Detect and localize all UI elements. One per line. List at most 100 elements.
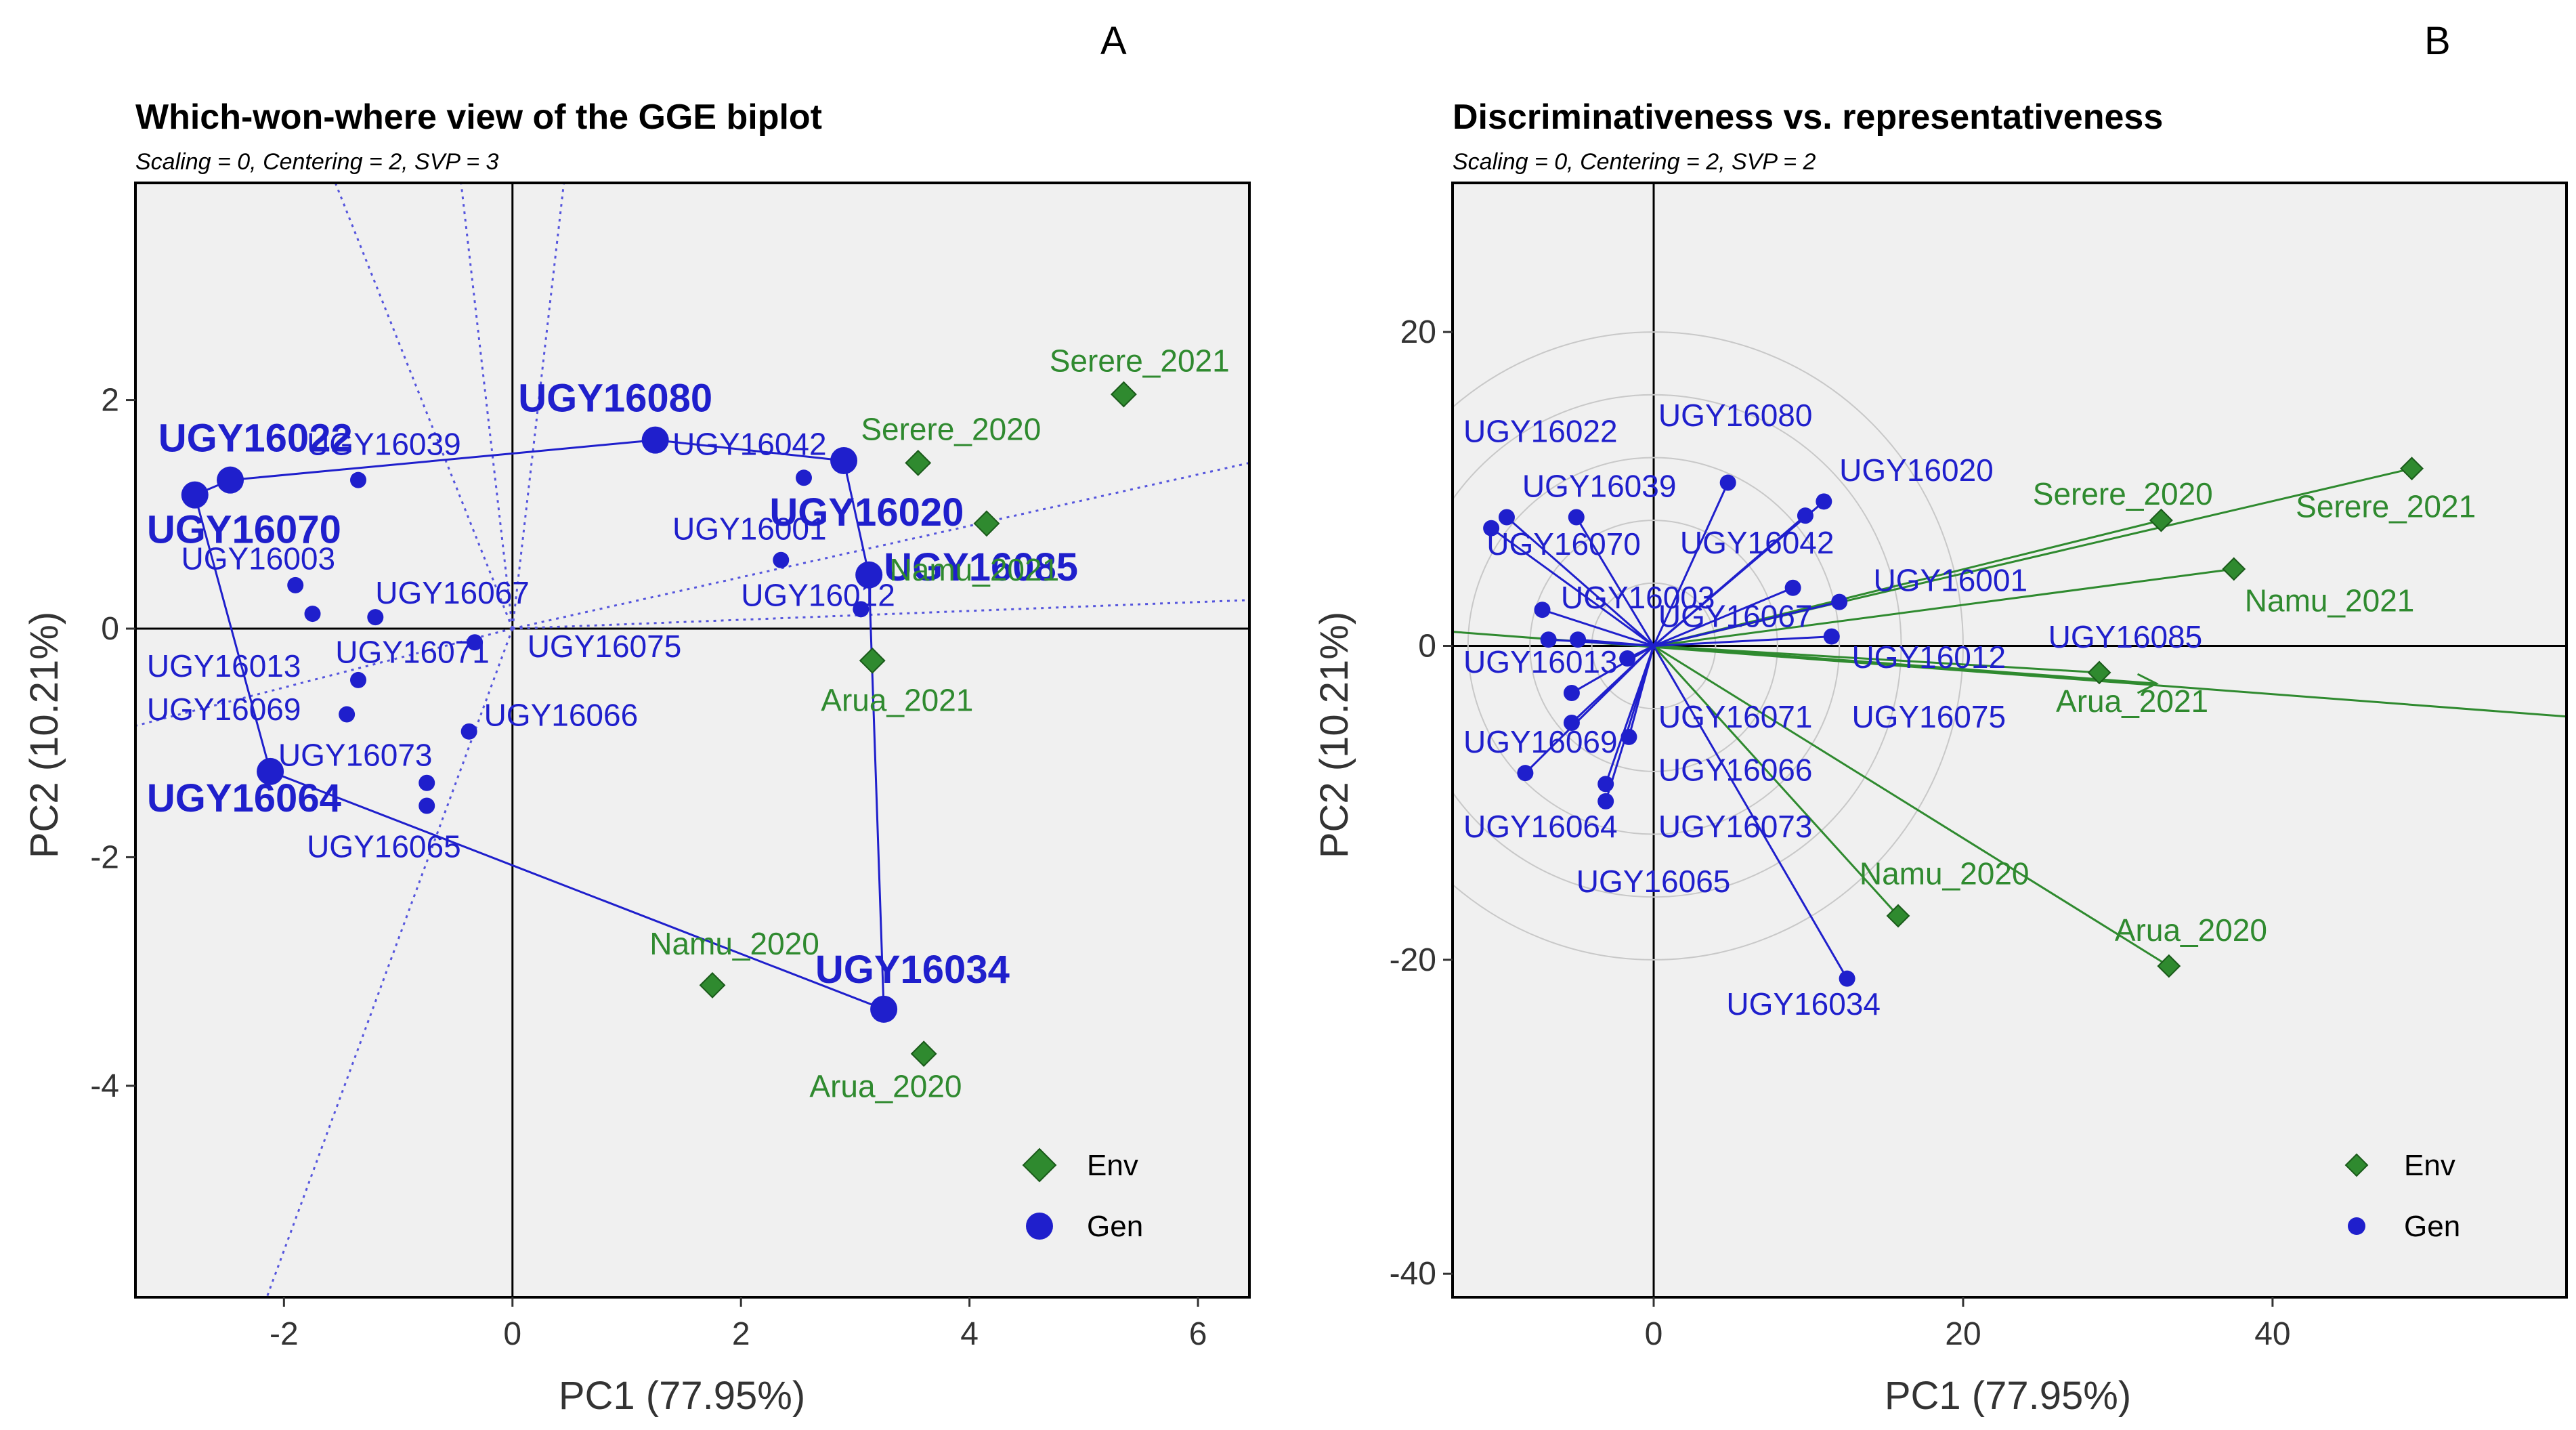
env-point-namu_2020 [1886,904,1910,928]
gen-label-ugy16012: UGY16012 [741,577,895,612]
env-vector-namu_2021 [1653,568,2234,647]
gen-vector-ugy16012 [1653,601,1840,647]
env-label-arua_2021: Arua_2021 [2056,684,2208,719]
x-tick-label: 6 [1189,1316,1207,1352]
y-tick-label: -4 [90,1068,119,1104]
gen-vector-ugy16001 [1653,587,1794,647]
concentric-circle-0 [1591,582,1717,710]
gen-point-ugy16020 [1816,493,1832,510]
gen-point-ugy16073 [1597,776,1614,793]
panel-a: A Which-won-where view of the GGE biplot… [22,19,1251,1418]
env-vector-arua_2020 [1653,645,2170,967]
plot-background [1453,183,2567,1297]
aec-arrow [1653,644,2157,685]
plot-frame [134,182,1251,1299]
gen-point-ugy16012 [1831,593,1848,610]
gen-label-ugy16067: UGY16067 [1658,599,1813,634]
legend-label-gen: Gen [2404,1210,2460,1243]
legend-env-symbol [2344,1153,2369,1177]
gen-label-ugy16073: UGY16073 [278,737,433,772]
panel-b-title: Discriminativeness vs. representativenes… [1453,98,2163,137]
gen-label-ugy16073: UGY16073 [1658,809,1813,844]
plot-clip-group: UGY16022 UGY16070 UGY16080 UGY16020 UGY16085… [135,183,1249,1297]
gen-vector-ugy16070 [1490,527,1654,647]
plot-background [135,183,1249,1297]
x-tick-label: -2 [270,1316,299,1352]
gen-point-ugy16069 [1563,715,1580,732]
gen-label-ugy16069: UGY16069 [147,692,301,727]
concentric-circle-4 [1453,331,1964,961]
gen-vector-ugy16039 [1575,516,1655,647]
env-label-serere_2020: Serere_2020 [861,412,1041,447]
gen-vector-ugy16065 [1604,646,1655,802]
gen-point-ugy16070 [181,481,209,509]
gen-label-ugy16085: UGY16085 [2048,619,2203,654]
gen-vector-ugy16013 [1548,638,1654,647]
gen-point-ugy16001 [1784,579,1801,596]
x-tick-label: 0 [503,1316,521,1352]
gen-vector-ugy16003 [1542,608,1654,647]
gen-vector-ugy16064 [1524,645,1655,774]
gen-point-ugy16071 [1563,684,1580,701]
gen-label-ugy16034: UGY16034 [815,948,1010,992]
env-label-arua_2020: Arua_2020 [809,1069,962,1104]
panel-a-letter: A [1100,19,1127,63]
gen-label-ugy16003: UGY16003 [181,541,335,576]
gen-label-ugy16034: UGY16034 [1726,986,1881,1022]
x-tick-label: 4 [960,1316,979,1352]
env-label-namu_2020: Namu_2020 [1860,856,2030,891]
y-tick-label: -20 [1390,942,1436,978]
gen-label-ugy16064: UGY16064 [1463,809,1618,844]
x-tick-label: 2 [732,1316,750,1352]
gen-point-ugy16064 [257,757,284,785]
y-tick-label: -40 [1390,1256,1436,1292]
gen-point-ugy16034 [870,995,898,1023]
y-tick-label: 2 [101,383,119,419]
gen-point-ugy16039 [350,471,366,488]
legend-env-symbol [1022,1148,1057,1183]
gen-point-ugy16022 [217,466,244,494]
x-tick-label: 20 [1945,1316,1981,1352]
gen-vector-ugy16022 [1505,516,1655,647]
gen-point-ugy16034 [1839,970,1855,987]
env-point-arua_2020 [910,1040,937,1068]
x-tick-label: 0 [1645,1316,1663,1352]
gen-label-ugy16080: UGY16080 [1658,398,1813,433]
env-label-namu_2021: Namu_2021 [2245,583,2415,618]
env-point-namu_2021 [973,510,1000,537]
gen-point-ugy16065 [418,797,435,814]
env-label-namu_2020: Namu_2020 [649,926,819,961]
panel-a-ylabel: PC2 (10.21%) [22,612,66,858]
gen-point-ugy16013 [1540,631,1557,648]
env-label-serere_2021: Serere_2021 [2296,489,2476,524]
env-point-namu_2020 [699,971,726,998]
gen-point-ugy16012 [853,601,870,618]
env-label-arua_2020: Arua_2020 [2115,912,2267,948]
gen-point-ugy16042 [796,469,812,486]
env-point-arua_2020 [2157,954,2181,978]
gen-point-ugy16073 [418,774,435,791]
x-tick-label: 40 [2254,1316,2290,1352]
sector-ray-4 [511,183,565,629]
gen-point-ugy16022 [1498,509,1515,526]
env-label-arua_2021: Arua_2021 [821,682,973,717]
gen-label-ugy16039: UGY16039 [1522,468,1677,503]
gen-label-ugy16071: UGY16071 [1658,699,1813,734]
gen-label-ugy16071: UGY16071 [335,635,490,670]
gen-label-ugy16065: UGY16065 [1576,864,1731,899]
gen-label-ugy16075: UGY16075 [528,629,682,664]
gen-vector-ugy16042 [1653,515,1806,647]
gen-point-ugy16064 [1517,765,1534,782]
env-point-serere_2021 [1110,381,1137,408]
gen-point-ugy16042 [1797,507,1813,524]
gen-point-ugy16020 [830,446,858,474]
gen-point-ugy16069 [339,706,356,723]
gen-point-ugy16085 [1823,628,1840,645]
gen-point-ugy16001 [773,551,790,568]
plot-frame [1451,182,2568,1299]
gen-label-ugy16013: UGY16013 [147,648,301,684]
sector-ray-3 [460,183,514,629]
gen-label-ugy16075: UGY16075 [1851,699,2006,734]
gen-label-ugy16065: UGY16065 [307,828,461,864]
